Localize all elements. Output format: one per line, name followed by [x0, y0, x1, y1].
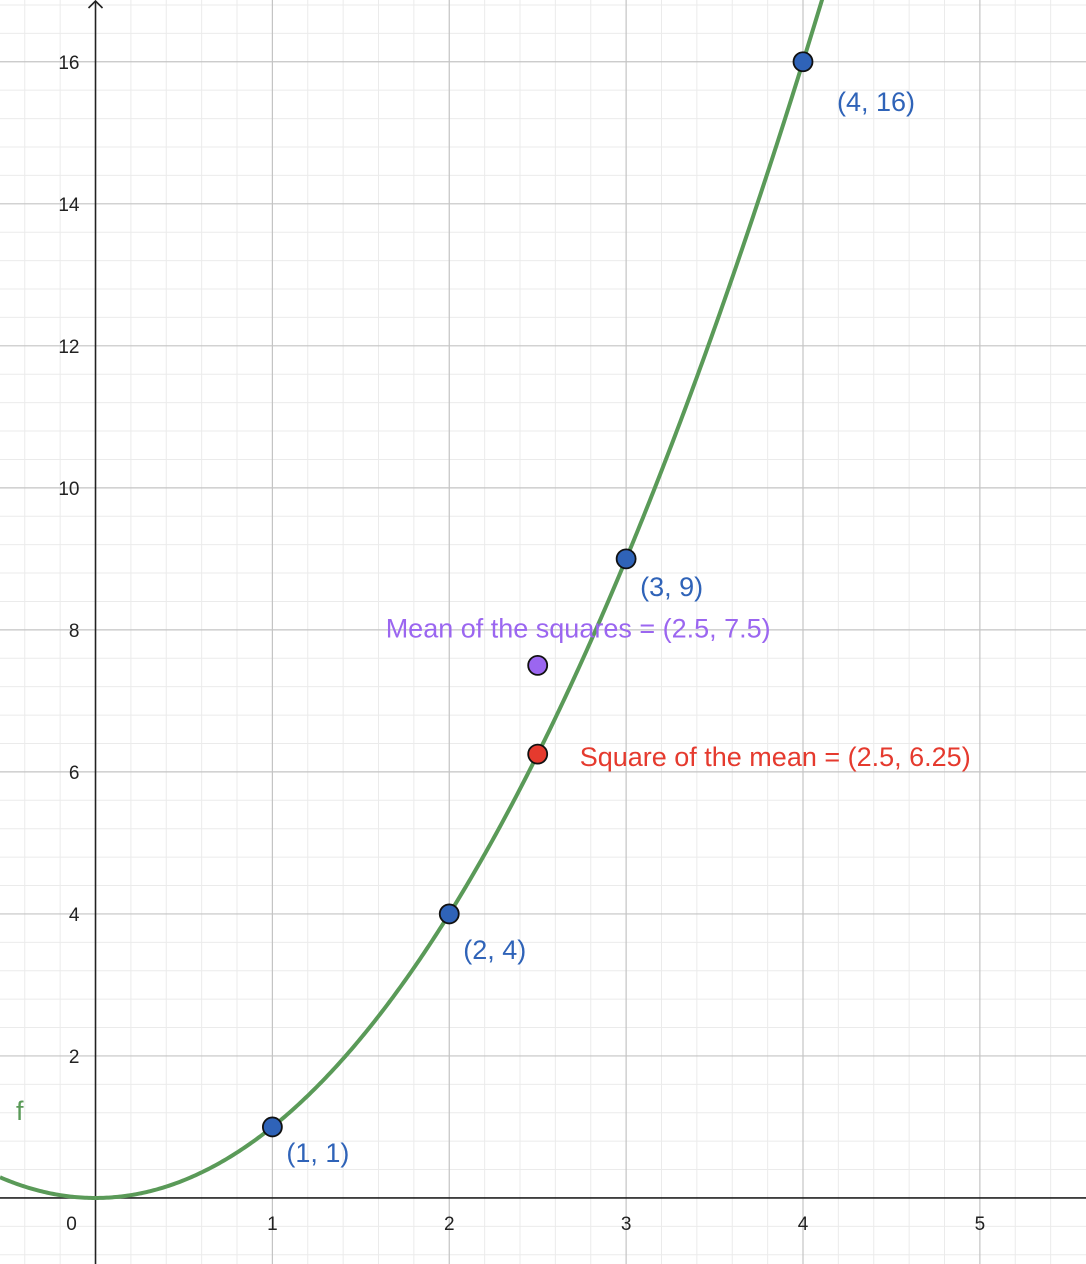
point-label: (1, 1): [286, 1138, 349, 1168]
data-point[interactable]: [792, 51, 814, 73]
point-label: Mean of the squares = (2.5, 7.5): [386, 613, 771, 643]
function-label: f: [16, 1096, 24, 1126]
data-point[interactable]: [527, 654, 549, 676]
y-tick-label: 4: [69, 905, 80, 926]
point-labels: (1, 1) (2, 4) (3, 9) (4, 16) Mean of the squ…: [286, 87, 970, 1168]
x-tick-label: 4: [798, 1214, 809, 1235]
x-tick-label: 1: [267, 1214, 278, 1235]
point-label: (4, 16): [837, 87, 915, 117]
y-tick-label: 16: [58, 53, 79, 74]
y-tick-label: 6: [69, 763, 80, 784]
y-tick-label: 10: [58, 479, 79, 500]
data-point[interactable]: [438, 903, 460, 925]
data-point[interactable]: [527, 743, 549, 765]
point-label: (3, 9): [640, 572, 703, 602]
y-tick-label: 12: [58, 337, 79, 358]
x-tick-label: 0: [66, 1214, 77, 1235]
point-label: Square of the mean = (2.5, 6.25): [580, 742, 971, 772]
points: [261, 51, 814, 1138]
function-f-curve: [0, 0, 825, 1200]
data-point[interactable]: [615, 548, 637, 570]
point-label: (2, 4): [463, 935, 526, 965]
x-tick-label: 2: [444, 1214, 455, 1235]
function-curve: f: [0, 0, 825, 1200]
y-tick-label: 8: [69, 621, 80, 642]
y-axis-arrow-icon: [87, 0, 104, 9]
x-tick-label: 3: [621, 1214, 632, 1235]
x-tick-label: 5: [975, 1214, 986, 1235]
data-point[interactable]: [261, 1116, 283, 1138]
y-tick-label: 2: [69, 1047, 80, 1068]
y-tick-label: 14: [58, 195, 80, 216]
